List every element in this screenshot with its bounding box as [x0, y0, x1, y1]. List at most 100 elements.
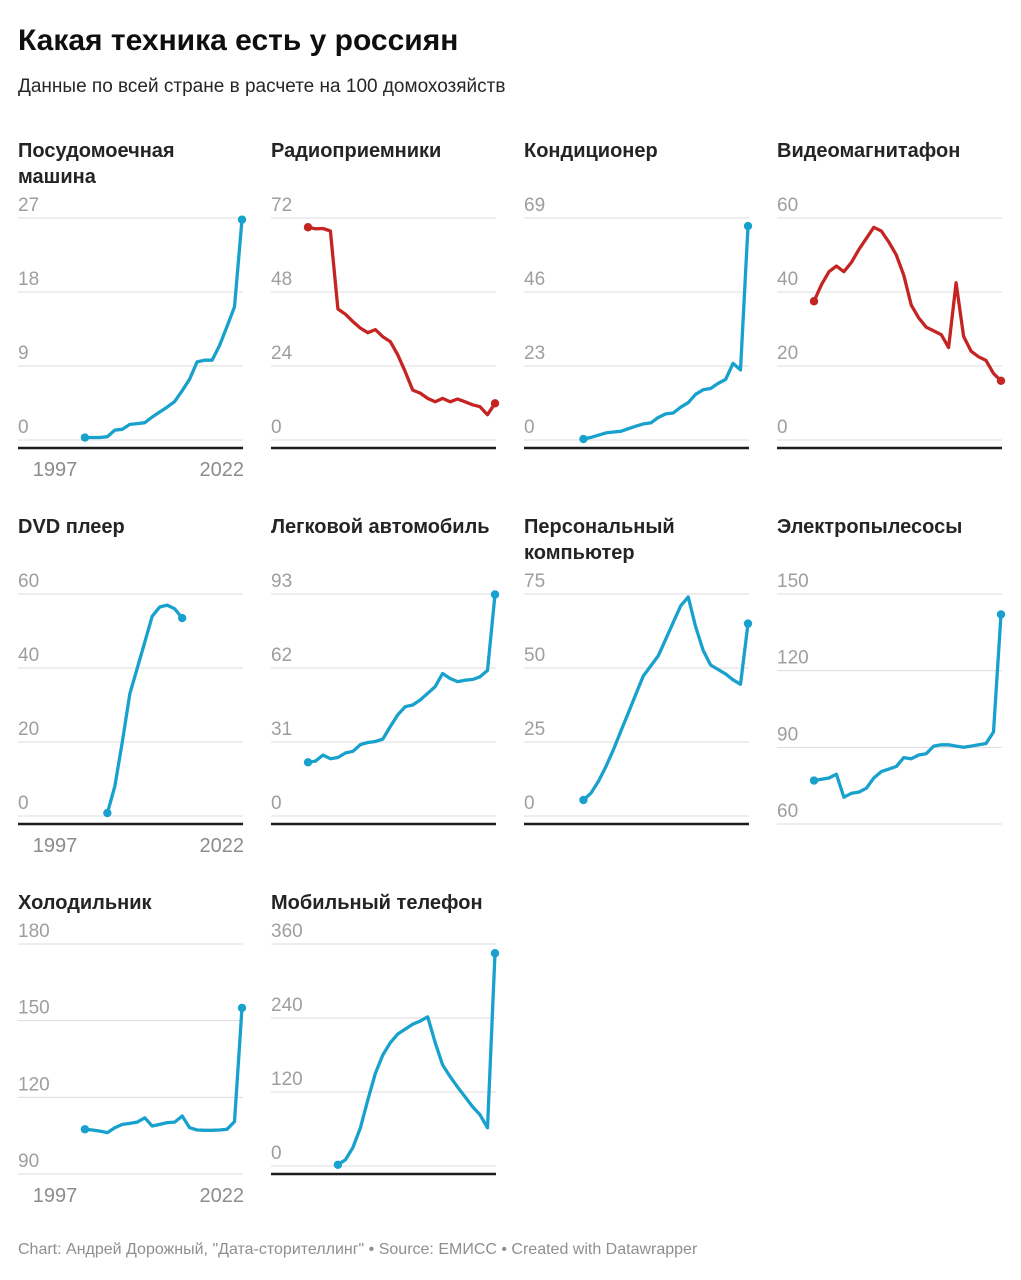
y-tick-label: 60 — [18, 571, 39, 592]
data-line — [306, 593, 497, 765]
data-point-start — [333, 1160, 343, 1170]
data-point-start — [303, 758, 313, 767]
data-line — [105, 603, 184, 815]
data-point-start — [809, 776, 819, 786]
line-chart-vacuum-cleaner: 60 90 120 150 — [777, 571, 1006, 825]
line-chart-mobile-phone: 0 120 240 360 — [271, 921, 500, 1176]
y-tick-label: 0 — [524, 417, 535, 438]
data-point-start — [579, 435, 588, 444]
chart-refrigerator: Холодильник 90 120 150 180 1997 2022 — [18, 890, 247, 1212]
x-tick-label-end: 2022 — [200, 459, 245, 481]
chart-dishwasher: Посудомоечная машина 0 9 18 27 1997 2022 — [18, 138, 247, 486]
data-line — [812, 225, 1003, 383]
chart-vacuum-cleaner: Электропылесосы 60 90 120 150 — [777, 514, 1006, 862]
chart-radio: Радиоприемники 0 24 48 72 — [271, 138, 500, 486]
y-tick-label: 0 — [271, 793, 282, 814]
y-tick-label: 27 — [18, 195, 39, 216]
chart-title: DVD плеер — [18, 516, 125, 539]
data-point-start — [80, 433, 90, 442]
y-tick-label: 20 — [777, 343, 798, 364]
y-tick-label: 0 — [271, 417, 282, 438]
y-tick-label: 0 — [18, 417, 29, 438]
chart-title: Кондиционер — [524, 140, 658, 163]
data-point-start — [80, 1125, 90, 1134]
y-tick-label: 0 — [271, 1143, 282, 1164]
data-line — [812, 613, 1003, 800]
footer-credits: Chart: Андрей Дорожный, "Дата-сторителли… — [18, 1241, 698, 1259]
y-tick-label: 24 — [271, 343, 293, 364]
y-tick-label: 48 — [271, 269, 292, 290]
y-tick-label: 23 — [524, 343, 545, 364]
y-tick-label: 40 — [777, 269, 798, 290]
chart-personal-computer: Персональный компьютер 0 25 50 75 — [524, 514, 753, 862]
chart-title: Мобильный телефон — [271, 892, 483, 915]
data-point-end — [996, 610, 1006, 619]
line-chart-dishwasher: 0 9 18 27 1997 2022 — [18, 195, 247, 481]
data-point-end — [177, 614, 187, 623]
data-point-start — [303, 223, 313, 232]
y-tick-label: 20 — [18, 719, 39, 740]
y-tick-label: 46 — [524, 269, 545, 290]
chart-car: Легковой автомобиль 0 31 62 93 — [271, 514, 500, 862]
chart-title: Посудомоечная машина — [18, 140, 175, 189]
page-title: Какая техника есть у россиян — [18, 24, 459, 57]
line-chart-personal-computer: 0 25 50 75 — [524, 571, 753, 826]
data-point-end — [490, 949, 500, 958]
y-tick-label: 90 — [18, 1151, 39, 1172]
y-tick-label: 120 — [777, 648, 809, 669]
y-tick-label: 240 — [271, 995, 303, 1016]
data-point-end — [490, 399, 500, 408]
data-point-end — [237, 1003, 247, 1013]
y-tick-label: 50 — [524, 645, 545, 666]
data-point-end — [743, 619, 753, 629]
data-point-start — [103, 809, 112, 818]
y-tick-label: 60 — [777, 195, 798, 216]
y-tick-label: 90 — [777, 725, 798, 746]
x-tick-label-start: 1997 — [33, 1185, 78, 1207]
y-tick-label: 0 — [524, 793, 535, 814]
data-point-end — [490, 590, 500, 599]
y-tick-label: 150 — [18, 998, 50, 1019]
y-tick-label: 0 — [18, 793, 29, 814]
data-line — [83, 218, 244, 440]
data-line — [306, 225, 497, 417]
data-line — [336, 951, 497, 1167]
line-chart-car: 0 31 62 93 — [271, 571, 500, 826]
y-tick-label: 60 — [777, 801, 798, 822]
y-tick-label: 72 — [271, 195, 292, 216]
data-point-end — [743, 222, 753, 231]
x-tick-label-start: 1997 — [33, 835, 78, 857]
y-tick-label: 18 — [18, 269, 39, 290]
y-tick-label: 93 — [271, 571, 292, 592]
chart-title: Легковой автомобиль — [271, 516, 490, 539]
x-tick-label-end: 2022 — [200, 835, 245, 857]
y-tick-label: 75 — [524, 571, 545, 592]
x-tick-label-end: 2022 — [200, 1185, 245, 1207]
charts-grid: Посудомоечная машина 0 9 18 27 1997 2022 Радиоп… — [18, 138, 1006, 1212]
y-tick-label: 120 — [18, 1075, 50, 1096]
chart-mobile-phone: Мобильный телефон 0 120 240 360 — [271, 890, 500, 1212]
y-tick-label: 40 — [18, 645, 39, 666]
data-line — [581, 224, 750, 441]
x-tick-label-start: 1997 — [33, 459, 78, 481]
line-chart-air-conditioner: 0 23 46 69 — [524, 195, 753, 450]
chart-title: Радиоприемники — [271, 140, 442, 163]
data-point-end — [237, 215, 247, 225]
y-tick-label: 120 — [271, 1069, 303, 1090]
data-point-start — [579, 796, 588, 805]
chart-air-conditioner: Кондиционер 0 23 46 69 — [524, 138, 753, 486]
page-subtitle: Данные по всей стране в расчете на 100 д… — [18, 75, 506, 97]
chart-dvd-player: DVD плеер 0 20 40 60 1997 2022 — [18, 514, 245, 862]
line-chart-radio: 0 24 48 72 — [271, 195, 500, 450]
y-tick-label: 25 — [524, 719, 545, 740]
chart-title: Видеомагнитафон — [777, 140, 961, 163]
y-tick-label: 62 — [271, 645, 292, 666]
chart-vcr: Видеомагнитафон 0 20 40 60 — [777, 138, 1006, 486]
y-tick-label: 0 — [777, 417, 788, 438]
y-tick-label: 180 — [18, 921, 50, 942]
y-tick-label: 31 — [271, 719, 292, 740]
y-tick-label: 69 — [524, 195, 545, 216]
chart-title: Электропылесосы — [777, 516, 963, 539]
y-tick-label: 9 — [18, 343, 29, 364]
